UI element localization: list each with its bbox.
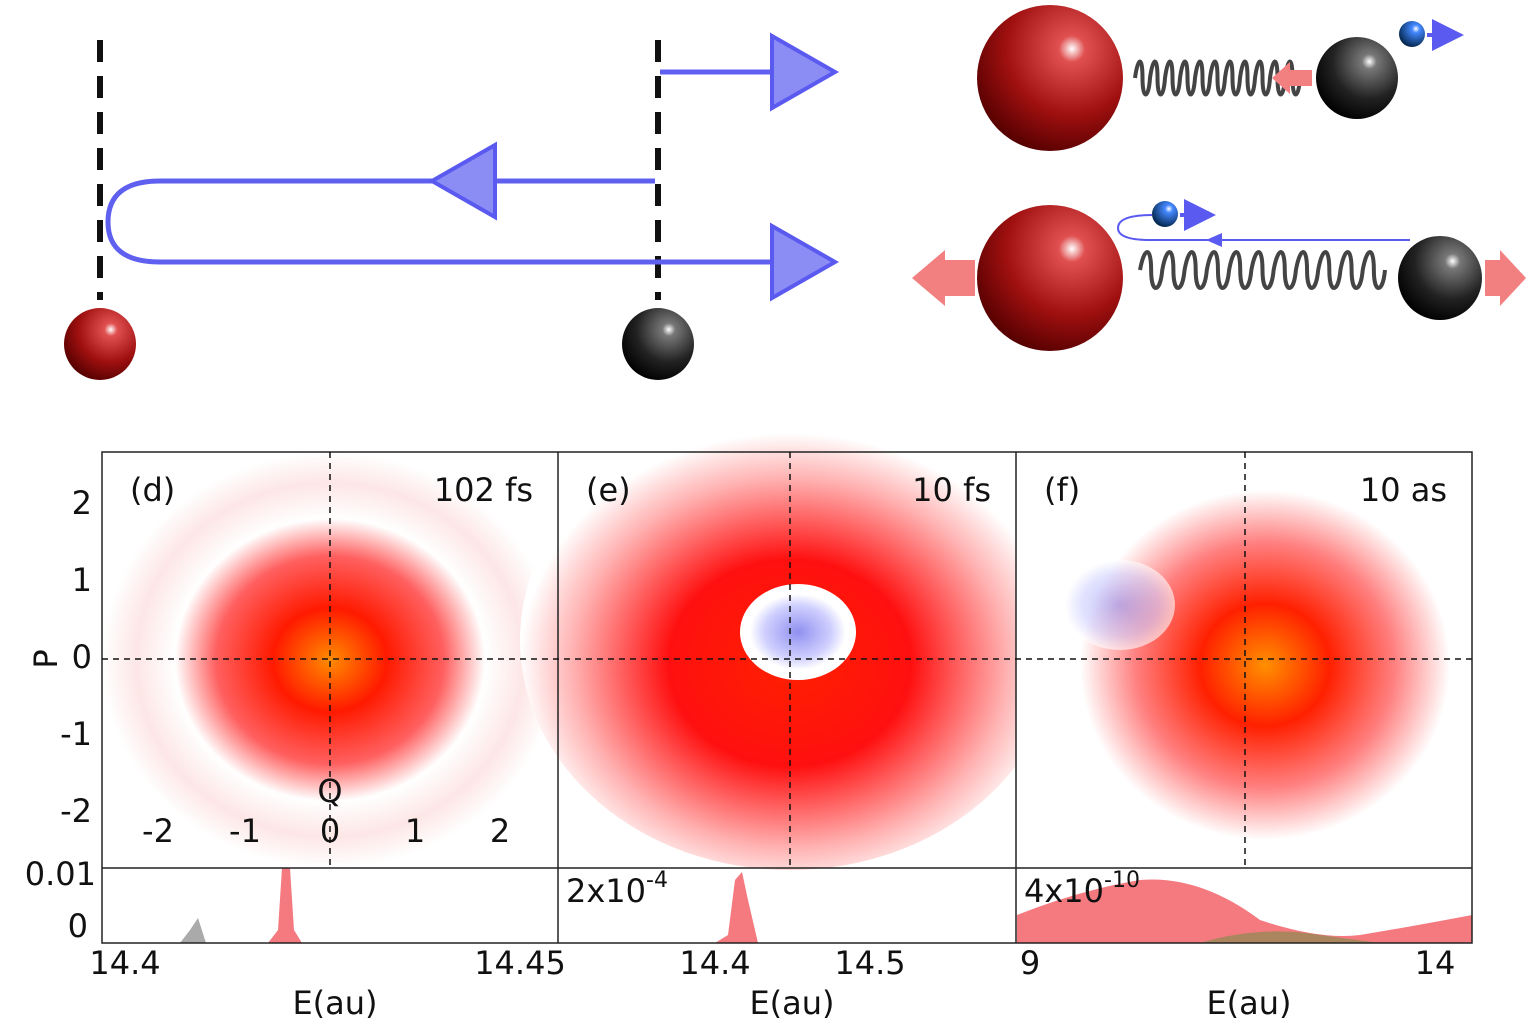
- p-tick-label: -1: [60, 715, 92, 753]
- x-axis-label: E(au): [749, 984, 834, 1022]
- inset-zero: 0: [68, 907, 88, 945]
- inset-scale-exponent: -4: [646, 868, 668, 893]
- panel-label: (d): [130, 471, 175, 509]
- p-tick-label: -2: [60, 792, 92, 830]
- panel-time: 10 fs: [912, 471, 991, 509]
- q-tick-label: -2: [142, 812, 174, 850]
- p-tick-label: 0: [72, 638, 92, 676]
- p-tick-label: 2: [72, 484, 92, 522]
- schematic: [64, 5, 1526, 380]
- labels: 210-1-2P-2 -1 0 1 2Q(d) 102 fsE(au)14.4 14.450…: [25, 471, 1456, 1022]
- q-tick-label: 1: [405, 812, 425, 850]
- q-tick-label: 2: [490, 812, 510, 850]
- inset-scale-exponent: -10: [1104, 868, 1140, 893]
- x-tick-label: 14.45: [474, 944, 566, 982]
- panel-time: 10 as: [1360, 471, 1447, 509]
- inset-scale: 2x10-4: [566, 868, 668, 910]
- x-tick-label: 14.4: [679, 944, 750, 982]
- x-axis-label: E(au): [1206, 984, 1291, 1022]
- x-tick-label: 9: [1020, 944, 1040, 982]
- frames: [101, 451, 1473, 944]
- maps: [102, 410, 1472, 943]
- inset-scale: 0.01: [25, 855, 96, 893]
- panel-label: (e): [586, 471, 631, 509]
- q-axis-label: Q: [317, 772, 342, 810]
- p-tick-label: 1: [72, 561, 92, 599]
- x-tick-label: 14.4: [89, 944, 160, 982]
- x-tick-label: 14.5: [834, 944, 905, 982]
- panel-time: 102 fs: [434, 471, 533, 509]
- panel-label: (f): [1044, 471, 1080, 509]
- x-axis-label: E(au): [292, 984, 377, 1022]
- q-tick-label: -1: [229, 812, 261, 850]
- q-tick-label: 0: [320, 812, 340, 850]
- p-axis-label: P: [27, 649, 65, 668]
- x-tick-label: 14: [1415, 944, 1456, 982]
